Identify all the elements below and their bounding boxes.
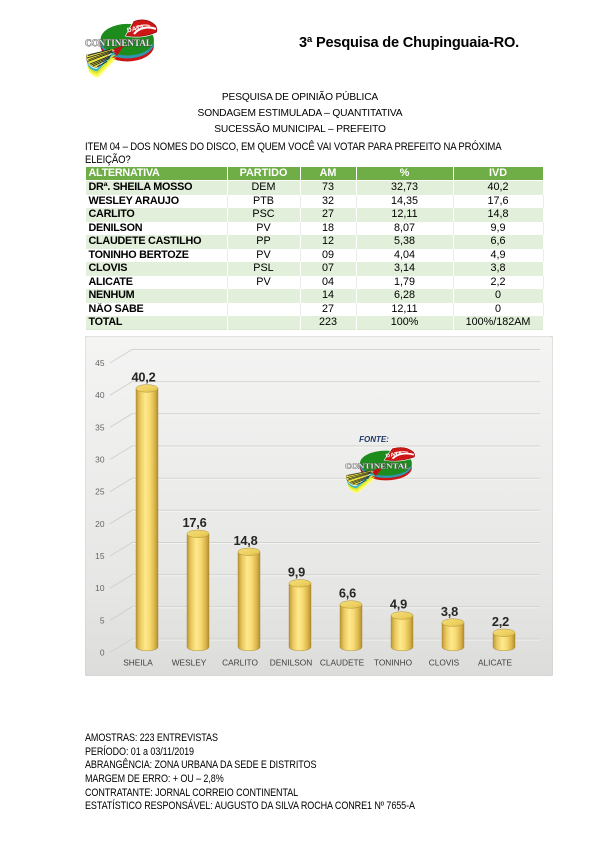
svg-text:DENILSON: DENILSON: [270, 658, 312, 668]
svg-text:3,8: 3,8: [441, 604, 458, 619]
svg-text:0: 0: [100, 648, 105, 658]
svg-text:40: 40: [95, 390, 105, 400]
svg-text:2,2: 2,2: [492, 614, 509, 629]
svg-text:30: 30: [95, 455, 105, 465]
svg-text:6,6: 6,6: [339, 586, 356, 601]
svg-text:CLOVIS: CLOVIS: [429, 658, 460, 668]
svg-text:14,8: 14,8: [233, 533, 257, 548]
svg-text:WESLEY: WESLEY: [172, 658, 207, 668]
svg-text:40,2: 40,2: [131, 370, 155, 385]
svg-text:20: 20: [95, 519, 105, 529]
svg-text:SHEILA: SHEILA: [123, 658, 153, 668]
svg-text:9,9: 9,9: [288, 565, 305, 580]
svg-text:45: 45: [95, 358, 105, 368]
svg-text:ALICATE: ALICATE: [478, 658, 512, 668]
svg-text:CARLITO: CARLITO: [222, 658, 258, 668]
svg-text:TONINHO: TONINHO: [374, 658, 413, 668]
svg-text:25: 25: [95, 487, 105, 497]
svg-text:15: 15: [95, 551, 105, 561]
svg-text:4,9: 4,9: [390, 597, 407, 612]
svg-text:5: 5: [100, 615, 105, 625]
svg-text:35: 35: [95, 422, 105, 432]
svg-text:10: 10: [95, 583, 105, 593]
svg-text:CLAUDETE: CLAUDETE: [320, 658, 365, 668]
svg-text:FONTE:: FONTE:: [359, 435, 389, 444]
svg-text:17,6: 17,6: [182, 515, 206, 530]
